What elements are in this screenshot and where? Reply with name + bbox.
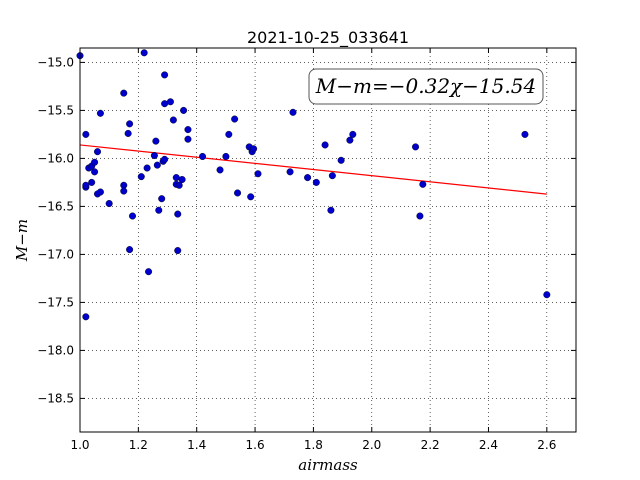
grid-lines <box>79 48 576 432</box>
fit-equation-box: M−m=−0.32χ−15.54 <box>308 68 544 105</box>
data-point <box>286 168 294 176</box>
data-point <box>94 148 102 156</box>
data-point <box>96 109 104 117</box>
y-tick-label: −15.5 <box>37 103 74 117</box>
data-point <box>199 152 207 160</box>
chart-title: 2021-10-25_033641 <box>247 28 409 48</box>
data-point <box>216 166 224 174</box>
data-point <box>231 115 239 123</box>
data-point <box>337 156 345 164</box>
data-point <box>161 100 169 108</box>
y-tick-label: −17.5 <box>37 295 74 309</box>
data-point <box>328 172 336 180</box>
fit-line-layer <box>79 144 547 195</box>
data-point <box>521 130 529 138</box>
data-point <box>234 189 242 197</box>
data-point <box>161 71 169 79</box>
x-tick-label: 1.2 <box>129 438 148 452</box>
data-point <box>250 145 258 153</box>
x-tick-label: 1.0 <box>70 438 89 452</box>
fit-line <box>79 144 547 195</box>
x-tick-label: 2.6 <box>537 438 556 452</box>
data-point <box>304 174 312 182</box>
data-point <box>312 178 320 186</box>
fit-equation: M−m=−0.32χ−15.54 <box>315 74 536 98</box>
data-point <box>126 120 134 128</box>
data-point <box>419 180 427 188</box>
data-point <box>174 210 182 218</box>
data-point <box>169 116 177 124</box>
y-tick-label: −16.0 <box>37 151 74 165</box>
data-point <box>91 168 99 176</box>
data-point <box>543 291 551 299</box>
x-tick-label: 1.6 <box>246 438 265 452</box>
data-point <box>172 174 180 182</box>
plot-frame <box>79 47 577 433</box>
data-point <box>88 178 96 186</box>
data-point <box>105 200 113 208</box>
y-axis-label: M−m <box>13 219 31 262</box>
axis-ticks: 1.0 1.2 1.4 1.6 1.8 2.0 2.2 2.4 2.6 −15.0 −15.5 −16… <box>37 48 576 452</box>
data-point <box>152 137 160 145</box>
data-point <box>289 108 297 116</box>
y-tick-label: −18.0 <box>37 343 74 357</box>
data-point <box>129 212 137 220</box>
data-point <box>321 141 329 149</box>
data-point <box>124 129 132 137</box>
data-point <box>137 173 145 181</box>
x-tick-label: 2.4 <box>479 438 498 452</box>
data-point <box>222 152 230 160</box>
data-point <box>184 135 192 143</box>
data-point <box>143 164 151 172</box>
data-point <box>327 206 335 214</box>
data-point <box>120 89 128 97</box>
data-point <box>82 130 90 138</box>
data-point <box>82 313 90 321</box>
data-point <box>247 193 255 201</box>
data-point <box>153 161 161 169</box>
data-point <box>254 170 262 178</box>
data-point <box>174 247 182 255</box>
data-points <box>76 49 551 321</box>
data-point <box>91 158 99 166</box>
data-point <box>180 106 188 114</box>
x-tick-label: 2.0 <box>362 438 381 452</box>
data-point <box>140 49 148 57</box>
equation-box-frame <box>308 68 544 105</box>
data-point <box>82 181 90 189</box>
data-point <box>412 143 420 151</box>
data-point <box>349 130 357 138</box>
data-point <box>225 130 233 138</box>
y-tick-label: −15.0 <box>37 55 74 69</box>
data-point <box>145 268 153 276</box>
data-point <box>150 152 158 160</box>
data-point <box>126 246 134 254</box>
data-point <box>416 212 424 220</box>
data-point <box>166 98 174 106</box>
data-point <box>155 206 163 214</box>
data-point <box>178 176 186 184</box>
y-tick-label: −16.5 <box>37 199 74 213</box>
y-tick-label: −17.0 <box>37 247 74 261</box>
data-point <box>184 126 192 134</box>
data-point <box>175 181 183 189</box>
data-point <box>120 187 128 195</box>
x-tick-label: 1.8 <box>304 438 323 452</box>
x-axis-label: airmass <box>298 456 358 474</box>
data-point <box>158 195 166 203</box>
data-point <box>346 136 354 144</box>
y-tick-label: −18.5 <box>37 391 74 405</box>
data-point <box>161 155 169 163</box>
x-tick-label: 1.4 <box>187 438 206 452</box>
x-tick-label: 2.2 <box>421 438 440 452</box>
data-point <box>96 188 104 196</box>
